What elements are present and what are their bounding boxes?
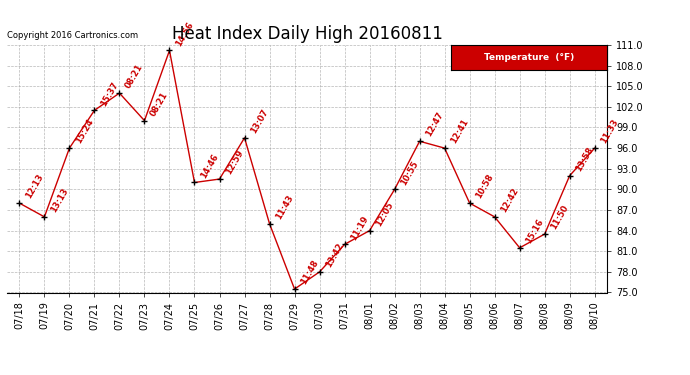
Text: 12:05: 12:05	[374, 200, 395, 228]
Text: 11:43: 11:43	[274, 193, 295, 221]
Text: 15:24: 15:24	[74, 118, 95, 146]
Text: 13:07: 13:07	[248, 108, 270, 135]
Text: 11:50: 11:50	[549, 204, 570, 231]
Text: 10:55: 10:55	[399, 159, 420, 187]
Text: 13:42: 13:42	[324, 242, 345, 269]
Text: 11:19: 11:19	[348, 214, 370, 242]
Text: 08:21: 08:21	[148, 90, 170, 118]
Text: Copyright 2016 Cartronics.com: Copyright 2016 Cartronics.com	[7, 31, 138, 40]
Text: 14:56: 14:56	[174, 20, 195, 48]
Title: Heat Index Daily High 20160811: Heat Index Daily High 20160811	[172, 26, 442, 44]
Text: 11:33: 11:33	[599, 118, 620, 146]
Text: 10:58: 10:58	[474, 173, 495, 200]
Text: 13:58: 13:58	[574, 145, 595, 173]
Text: 08:21: 08:21	[124, 63, 145, 90]
Text: 12:59: 12:59	[224, 148, 245, 176]
Text: 15:37: 15:37	[99, 80, 120, 108]
Text: 12:42: 12:42	[499, 186, 520, 214]
Text: 11:48: 11:48	[299, 259, 320, 286]
Text: 13:13: 13:13	[48, 186, 70, 214]
Text: 12:13: 12:13	[23, 172, 45, 200]
Text: 15:16: 15:16	[524, 217, 545, 245]
Text: 12:41: 12:41	[448, 118, 470, 146]
Text: 14:46: 14:46	[199, 152, 220, 180]
Text: 12:47: 12:47	[424, 111, 445, 138]
